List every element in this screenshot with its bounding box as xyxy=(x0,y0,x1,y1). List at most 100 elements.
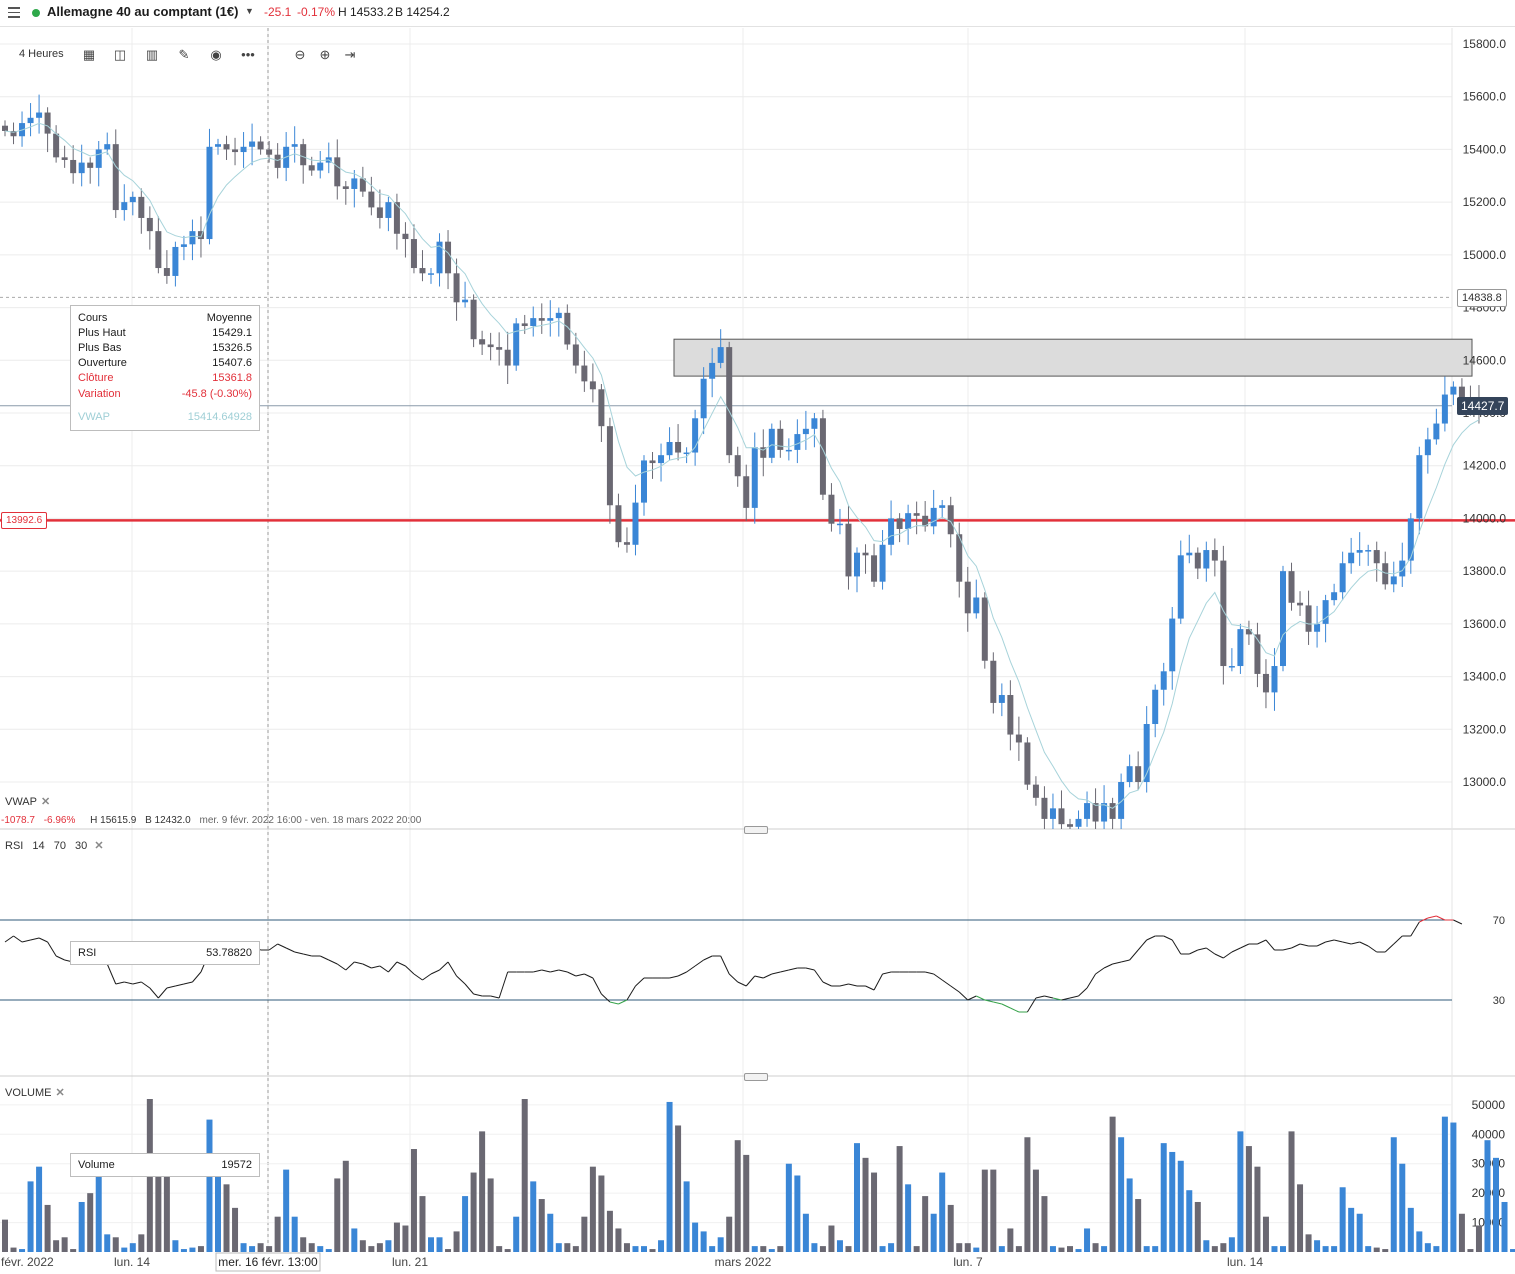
rsi-segment xyxy=(1189,949,1199,955)
price-tick-label: 15400.0 xyxy=(1463,142,1507,156)
volume-bar xyxy=(206,1119,213,1252)
volume-bar xyxy=(836,1240,843,1252)
draw-icon[interactable]: ✎ xyxy=(178,47,190,62)
rsi-segment xyxy=(541,969,551,973)
candle-body xyxy=(547,318,554,321)
candle-body xyxy=(385,202,392,218)
layout-icon[interactable]: ◫ xyxy=(113,47,127,62)
rsi-chart: 70 30 xyxy=(0,915,1505,1013)
volume-bar xyxy=(215,1163,221,1252)
instrument-dropdown-icon[interactable]: ▼ xyxy=(245,6,254,16)
zoom-out-icon[interactable]: ⊖ xyxy=(294,47,306,62)
volume-bar xyxy=(658,1240,665,1252)
volume-bar xyxy=(1186,1190,1193,1252)
rsi-segment xyxy=(677,971,687,977)
rsi-segment xyxy=(157,987,168,999)
volume-bar xyxy=(155,1154,162,1252)
candle-body xyxy=(1152,689,1159,725)
volume-bar xyxy=(1510,1249,1515,1252)
volume-bar xyxy=(1160,1143,1167,1252)
volume-bar xyxy=(496,1246,503,1252)
chart-toolbar: 4 Heures ▦ ◫ ▥ ✎ ◉ ••• ⊖ ⊕ ⇥ xyxy=(0,40,380,72)
rsi-segment xyxy=(430,969,440,975)
candle-body xyxy=(1271,666,1278,693)
price-tick-label: 14600.0 xyxy=(1463,353,1507,367)
candle-body xyxy=(828,494,835,524)
zoom-in-icon[interactable]: ⊕ xyxy=(319,47,331,62)
candle-body xyxy=(905,513,912,529)
rsi-segment xyxy=(1061,997,1071,1001)
top-bar: Allemagne 40 au comptant (1€) ▼ -25.1 -0… xyxy=(0,0,1515,27)
candle-body xyxy=(87,162,94,168)
candle-body xyxy=(121,202,128,211)
rsi-level-label: 30 xyxy=(1493,995,1505,1007)
volume-bar xyxy=(121,1247,128,1252)
close-icon[interactable]: ✕ xyxy=(41,796,51,808)
panel-resize-handle[interactable] xyxy=(744,826,768,834)
volume-bar xyxy=(649,1249,656,1252)
volume-bar xyxy=(1484,1140,1491,1252)
volume-bar xyxy=(998,1246,1005,1252)
volume-bar xyxy=(283,1169,290,1252)
candle-body xyxy=(317,162,324,171)
interval-selector[interactable]: 4 Heures xyxy=(19,48,64,60)
volume-bar xyxy=(1109,1116,1116,1252)
rsi-segment xyxy=(618,999,628,1005)
menu-icon[interactable] xyxy=(8,4,20,18)
rsi-segment xyxy=(328,959,338,965)
volume-bar xyxy=(1254,1166,1261,1252)
vwap-tooltip-label: VWAP xyxy=(78,411,110,423)
candle-body xyxy=(1305,605,1312,632)
eye-icon[interactable]: ◉ xyxy=(210,47,222,62)
candle-body xyxy=(802,428,809,435)
current-price-label: 14427.7 xyxy=(1457,397,1509,415)
go-to-end-icon[interactable]: ⇥ xyxy=(344,47,356,62)
rsi-segment xyxy=(405,965,415,975)
instrument-name[interactable]: Allemagne 40 au comptant (1€) xyxy=(47,4,239,19)
close-icon[interactable]: ✕ xyxy=(94,840,104,852)
volume-bar xyxy=(709,1246,716,1252)
candle-body xyxy=(1424,439,1431,456)
volume-tick-label: 40000 xyxy=(1472,1127,1506,1141)
volume-bar xyxy=(1135,1199,1142,1252)
rsi-segment xyxy=(473,993,483,997)
rsi-segment xyxy=(822,981,832,987)
rsi-segment xyxy=(745,975,756,987)
candle-body xyxy=(428,273,434,275)
rsi-segment xyxy=(1214,953,1224,959)
candle-body xyxy=(1109,803,1116,819)
panel-resize-handle[interactable] xyxy=(744,1073,768,1081)
candle-body xyxy=(564,312,571,345)
support-level-label[interactable]: 13992.6 xyxy=(1,512,48,529)
ohlc-header-left: Cours xyxy=(78,312,108,324)
candle-body xyxy=(419,268,426,274)
rsi-segment xyxy=(285,947,295,953)
candle-body xyxy=(215,144,221,147)
rsi-segment xyxy=(1359,941,1369,947)
volume-bar xyxy=(1203,1240,1210,1252)
volume-bar xyxy=(317,1246,324,1252)
x-axis-label: mer. 16 févr. 13:00 xyxy=(218,1255,318,1269)
candle-body xyxy=(1348,552,1355,564)
calendar-icon[interactable]: ▦ xyxy=(82,47,96,62)
volume-bar xyxy=(1118,1137,1125,1252)
close-icon[interactable]: ✕ xyxy=(55,1087,65,1099)
candle-body xyxy=(632,502,639,545)
ohlc-label: Variation xyxy=(78,388,121,400)
volume-bar xyxy=(2,1219,8,1252)
volume-bar xyxy=(1399,1163,1406,1252)
candle-body xyxy=(1365,550,1372,552)
volume-bar xyxy=(871,1172,878,1252)
volume-bar xyxy=(223,1184,230,1252)
candle-body xyxy=(871,555,878,582)
volume-bar xyxy=(53,1240,60,1252)
chart-type-icon[interactable]: ▥ xyxy=(145,47,159,62)
volume-bar xyxy=(939,1172,946,1252)
rsi-segment xyxy=(976,995,986,1001)
x-axis-label: mars 2022 xyxy=(715,1255,772,1269)
rsi-segment xyxy=(1171,939,1182,955)
volume-bar xyxy=(180,1249,187,1252)
more-icon[interactable]: ••• xyxy=(241,47,255,62)
price-change: -25.1 xyxy=(264,5,292,19)
